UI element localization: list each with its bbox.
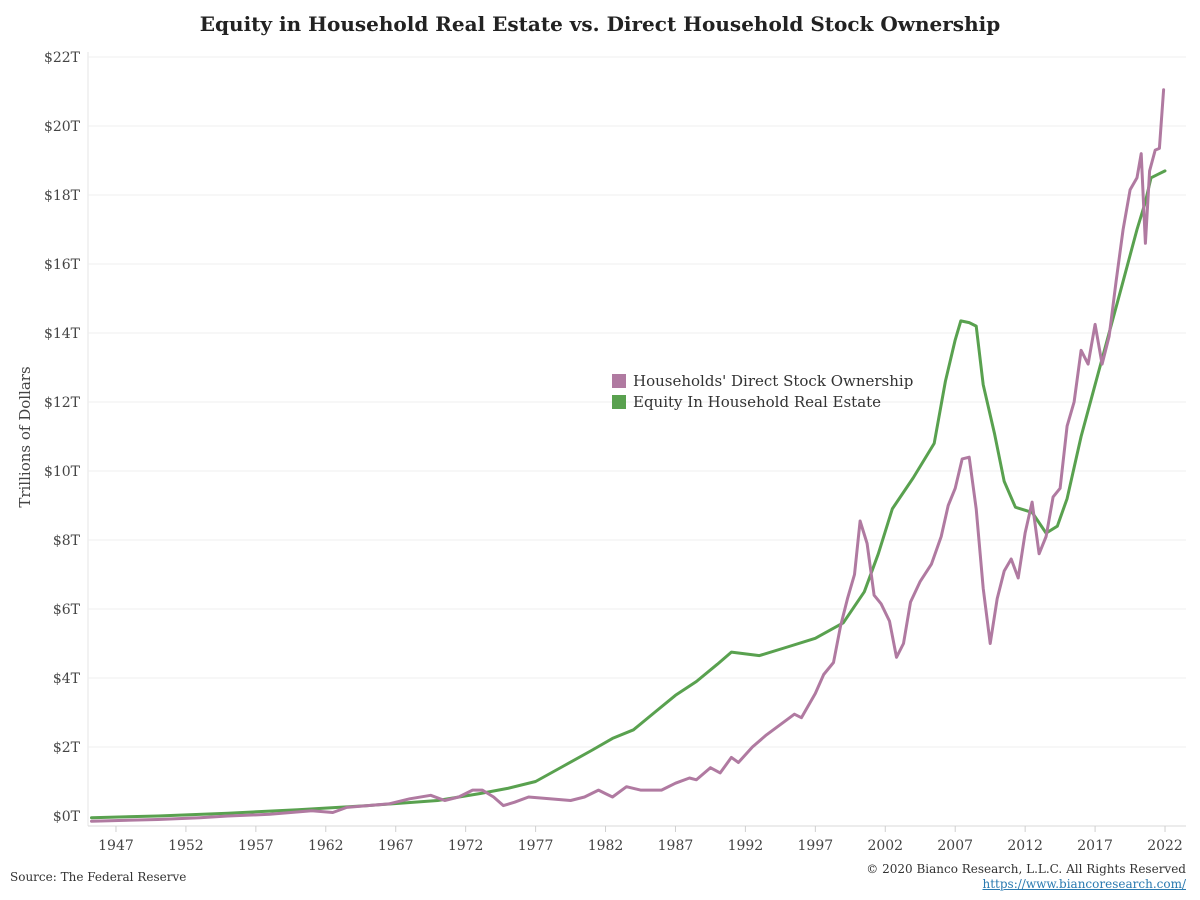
- x-tick-label: 1957: [238, 838, 274, 854]
- y-tick-label: $18T: [44, 188, 81, 204]
- x-tick-label: 2022: [1147, 838, 1183, 854]
- legend-item-stock[interactable]: Households' Direct Stock Ownership: [612, 370, 913, 391]
- series-group: [90, 88, 1167, 823]
- y-tick-label: $2T: [53, 740, 81, 756]
- series-line-real-estate[interactable]: [90, 169, 1167, 820]
- y-tick-label: $16T: [44, 257, 81, 273]
- x-tick-label: 1972: [448, 838, 484, 854]
- copyright-text: © 2020 Bianco Research, L.L.C. All Right…: [866, 862, 1186, 876]
- x-tick-label: 1952: [168, 838, 204, 854]
- legend-swatch-real-estate: [612, 394, 626, 409]
- y-tick-label: $0T: [53, 809, 81, 825]
- x-tick-label: 2017: [1077, 838, 1113, 854]
- legend-item-real-estate[interactable]: Equity In Household Real Estate: [612, 391, 913, 412]
- legend-label-real-estate: Equity In Household Real Estate: [633, 392, 882, 411]
- y-axis-ticks: $0T $2T $4T $6T $8T $10T $12T $14T $16T $18T $20T $…: [44, 50, 81, 825]
- x-axis-ticks: 1947 1952 1957 1962 1967 1972 1977 1982 1987 1992…: [98, 826, 1183, 854]
- y-tick-label: $8T: [53, 533, 81, 549]
- y-tick-label: $10T: [44, 464, 81, 480]
- y-tick-label: $6T: [53, 602, 81, 618]
- x-tick-label: 1992: [728, 838, 764, 854]
- y-tick-label: $14T: [44, 326, 81, 342]
- legend: Households' Direct Stock Ownership Equit…: [612, 370, 913, 412]
- x-tick-label: 2007: [937, 838, 973, 854]
- x-tick-label: 2012: [1007, 838, 1043, 854]
- x-tick-label: 1962: [308, 838, 344, 854]
- legend-swatch-stock: [612, 373, 626, 388]
- x-tick-label: 1947: [98, 838, 134, 854]
- y-tick-label: $12T: [44, 395, 81, 411]
- x-tick-label: 1982: [588, 838, 624, 854]
- grid-lines: [87, 52, 1186, 827]
- x-tick-label: 1987: [658, 838, 694, 854]
- x-tick-label: 1967: [378, 838, 414, 854]
- legend-label-stock: Households' Direct Stock Ownership: [633, 371, 914, 390]
- y-tick-label: $22T: [44, 50, 81, 66]
- x-tick-label: 1997: [798, 838, 834, 854]
- copyright-block: © 2020 Bianco Research, L.L.C. All Right…: [866, 862, 1186, 892]
- website-link[interactable]: https://www.biancoresearch.com/: [982, 877, 1186, 891]
- series-line-stock[interactable]: [90, 88, 1166, 823]
- y-tick-label: $4T: [53, 671, 81, 687]
- y-tick-label: $20T: [44, 119, 81, 135]
- y-axis-label: Trillions of Dollars: [16, 366, 34, 507]
- x-tick-label: 2002: [867, 838, 903, 854]
- chart-title: Equity in Household Real Estate vs. Dire…: [199, 12, 1001, 36]
- x-tick-label: 1977: [518, 838, 554, 854]
- source-note: Source: The Federal Reserve: [10, 870, 187, 884]
